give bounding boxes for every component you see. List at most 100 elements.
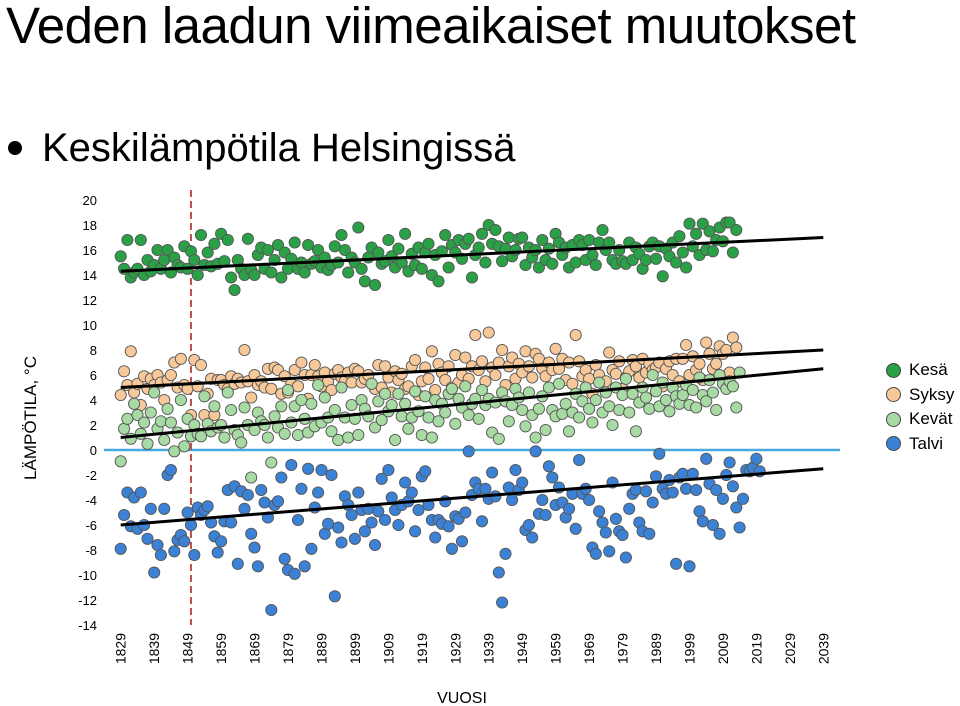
data-point-summer	[415, 262, 428, 275]
data-point-winter	[302, 462, 315, 475]
data-point-summer	[706, 245, 719, 258]
data-point-winter	[429, 531, 442, 544]
data-point-autumn	[288, 363, 301, 377]
data-point-autumn	[482, 326, 495, 339]
data-point-winter	[385, 491, 398, 504]
data-point-winter	[475, 515, 489, 528]
x-tick-label: 1929	[447, 633, 463, 664]
data-point-summer	[261, 243, 274, 257]
data-point-spring	[312, 378, 325, 392]
data-point-winter	[690, 483, 703, 497]
x-axis-ticks: 1829 1839 1849 1859 1869 1879 1889 1899 1909 1919…	[113, 633, 832, 664]
data-point-spring	[619, 372, 632, 385]
data-point-spring	[225, 403, 238, 417]
data-point-summer	[673, 230, 686, 243]
bullet-text: Keskilämpötila Helsingissä	[42, 126, 516, 170]
data-point-summer	[265, 266, 278, 279]
data-point-winter	[134, 486, 147, 499]
data-point-autumn	[730, 341, 743, 354]
data-point-summer	[114, 250, 127, 263]
data-point-summer	[462, 232, 475, 245]
data-point-autumn	[118, 365, 131, 378]
data-point-summer	[519, 258, 532, 272]
data-point-summer	[583, 233, 596, 247]
data-point-spring	[656, 376, 669, 389]
data-point-winter	[573, 453, 586, 467]
y-tick-label: 4	[90, 393, 97, 408]
data-point-spring	[328, 403, 341, 417]
data-point-winter	[325, 468, 338, 482]
data-point-winter	[670, 557, 683, 570]
x-tick-label: 1999	[681, 633, 697, 664]
data-point-winter	[750, 452, 763, 465]
data-point-summer	[516, 231, 529, 244]
data-point-summer	[569, 256, 582, 269]
data-point-winter	[248, 541, 261, 554]
data-point-winter	[412, 503, 425, 517]
data-point-winter	[643, 527, 656, 540]
data-point-winter	[328, 590, 341, 603]
data-point-summer	[730, 223, 743, 237]
data-point-spring	[706, 386, 719, 399]
data-point-spring	[643, 402, 656, 415]
data-point-winter	[348, 532, 361, 545]
data-point-winter	[365, 516, 378, 529]
data-point-spring	[378, 387, 392, 400]
data-point-summer	[298, 266, 311, 279]
legend-label-spring: Kevät	[909, 409, 953, 429]
data-point-spring	[138, 416, 151, 429]
data-point-summer	[442, 261, 455, 274]
data-point-spring	[385, 398, 398, 412]
data-point-summer	[656, 270, 669, 283]
data-point-spring	[352, 428, 365, 442]
data-point-winter	[646, 496, 659, 509]
data-point-summer	[589, 258, 602, 272]
data-point-summer	[680, 261, 693, 274]
data-point-summer	[191, 268, 204, 282]
data-point-summer	[382, 233, 395, 247]
data-point-winter	[666, 486, 679, 499]
legend-swatch-summer	[886, 362, 901, 378]
data-point-spring	[676, 388, 689, 402]
y-tick-label: 2	[90, 418, 97, 433]
data-point-spring	[245, 471, 258, 484]
data-point-spring	[389, 433, 402, 447]
data-point-spring	[529, 431, 542, 444]
data-point-spring	[552, 377, 566, 390]
x-tick-label: 1939	[481, 633, 497, 664]
data-point-spring	[623, 406, 636, 419]
data-point-spring	[573, 411, 586, 424]
data-point-summer	[475, 227, 489, 240]
data-point-winter	[258, 496, 271, 509]
y-tick-label: -10	[78, 568, 97, 583]
data-point-summer	[352, 221, 365, 234]
data-point-summer	[225, 271, 238, 284]
data-point-summer	[358, 275, 371, 288]
y-tick-label: 14	[83, 268, 97, 283]
x-tick-label: 1869	[247, 633, 263, 664]
data-point-winter	[562, 502, 576, 515]
data-point-autumn	[425, 345, 438, 358]
trend-line-spring	[120, 367, 824, 439]
data-point-autumn	[194, 358, 208, 372]
data-point-winter	[726, 480, 739, 493]
data-point-winter	[158, 502, 171, 515]
data-point-autumn	[345, 376, 358, 389]
data-point-winter	[275, 471, 288, 484]
data-point-summer	[312, 243, 325, 257]
data-point-spring	[368, 421, 382, 434]
data-point-summer	[726, 246, 739, 259]
data-point-winter	[352, 486, 365, 499]
data-point-autumn	[475, 355, 489, 368]
data-point-spring	[439, 406, 452, 419]
data-point-winter	[312, 486, 325, 499]
data-point-autumn	[459, 351, 472, 364]
data-point-winter	[713, 527, 726, 540]
data-point-winter	[141, 532, 154, 545]
x-tick-label: 1859	[213, 633, 229, 664]
data-point-winter	[392, 518, 405, 532]
data-point-winter	[479, 482, 492, 495]
y-tick-label: 0	[90, 443, 97, 458]
data-point-spring	[532, 402, 545, 415]
